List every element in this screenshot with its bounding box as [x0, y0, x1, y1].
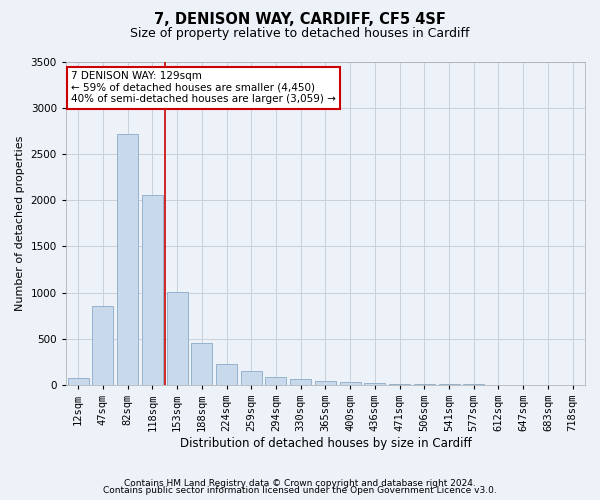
Bar [142, 194, 163, 385]
Y-axis label: Number of detached properties: Number of detached properties [15, 136, 25, 311]
Bar [117, 134, 138, 385]
Bar [364, 383, 385, 385]
Text: Size of property relative to detached houses in Cardiff: Size of property relative to detached ho… [130, 28, 470, 40]
Bar [389, 384, 410, 385]
Bar [241, 370, 262, 385]
Bar [167, 292, 188, 385]
Text: Contains public sector information licensed under the Open Government Licence v3: Contains public sector information licen… [103, 486, 497, 495]
Bar [315, 381, 336, 385]
Bar [265, 376, 286, 385]
Bar [68, 378, 89, 385]
Bar [340, 382, 361, 385]
Bar [439, 384, 460, 385]
Bar [414, 384, 435, 385]
Text: 7 DENISON WAY: 129sqm
← 59% of detached houses are smaller (4,450)
40% of semi-d: 7 DENISON WAY: 129sqm ← 59% of detached … [71, 71, 336, 104]
Text: 7, DENISON WAY, CARDIFF, CF5 4SF: 7, DENISON WAY, CARDIFF, CF5 4SF [154, 12, 446, 28]
Bar [92, 306, 113, 385]
Bar [216, 364, 237, 385]
Bar [191, 344, 212, 385]
Bar [290, 380, 311, 385]
X-axis label: Distribution of detached houses by size in Cardiff: Distribution of detached houses by size … [179, 437, 471, 450]
Text: Contains HM Land Registry data © Crown copyright and database right 2024.: Contains HM Land Registry data © Crown c… [124, 478, 476, 488]
